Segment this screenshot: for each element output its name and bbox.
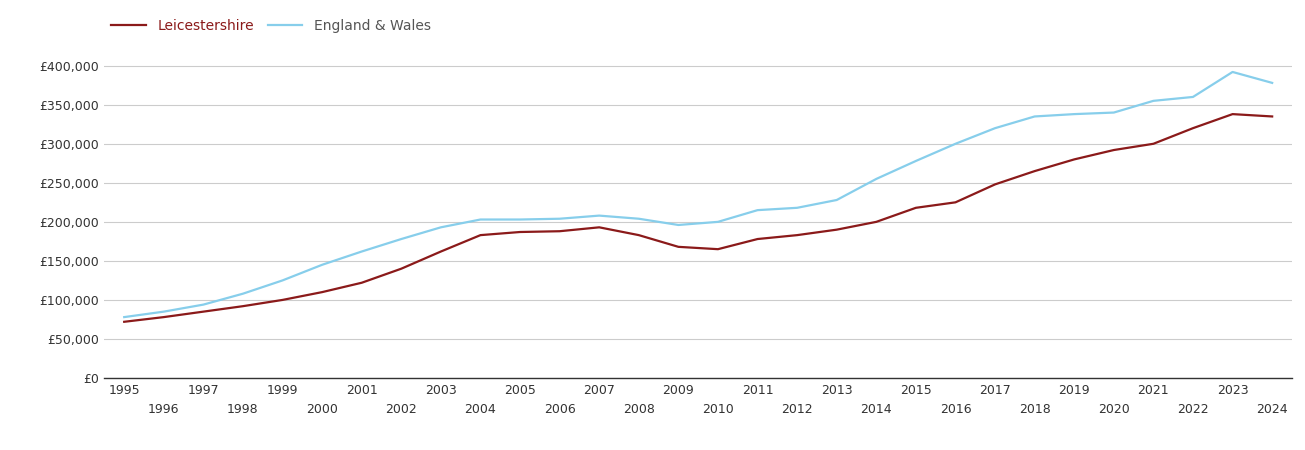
England & Wales — [393, 236, 408, 242]
England & Wales — [868, 176, 883, 182]
Text: 2012: 2012 — [782, 403, 813, 416]
Text: 2022: 2022 — [1177, 403, 1208, 416]
Leicestershire — [908, 205, 924, 211]
Leicestershire — [512, 230, 527, 235]
Text: 2018: 2018 — [1019, 403, 1051, 416]
England & Wales — [433, 225, 449, 230]
England & Wales — [315, 262, 330, 267]
England & Wales — [790, 205, 805, 211]
Leicestershire — [1066, 157, 1082, 162]
England & Wales — [1146, 98, 1161, 104]
Line: England & Wales: England & Wales — [124, 72, 1272, 317]
Leicestershire — [868, 219, 883, 225]
England & Wales — [196, 302, 211, 307]
Leicestershire — [632, 233, 647, 238]
England & Wales — [1185, 94, 1201, 99]
Text: 2016: 2016 — [940, 403, 971, 416]
Leicestershire — [235, 303, 251, 309]
England & Wales — [235, 291, 251, 297]
Line: Leicestershire: Leicestershire — [124, 114, 1272, 322]
Text: 1996: 1996 — [147, 403, 180, 416]
England & Wales — [710, 219, 726, 225]
England & Wales — [275, 278, 291, 283]
England & Wales — [947, 141, 963, 147]
England & Wales — [1224, 69, 1240, 75]
Leicestershire — [1185, 126, 1201, 131]
England & Wales — [1265, 80, 1280, 86]
Leicestershire — [393, 266, 408, 271]
England & Wales — [988, 126, 1004, 131]
Leicestershire — [472, 233, 488, 238]
England & Wales — [116, 315, 132, 320]
Leicestershire — [275, 297, 291, 303]
Leicestershire — [354, 280, 369, 285]
England & Wales — [1066, 112, 1082, 117]
Leicestershire — [196, 309, 211, 315]
England & Wales — [472, 217, 488, 222]
England & Wales — [632, 216, 647, 221]
Leicestershire — [749, 236, 765, 242]
England & Wales — [155, 309, 171, 315]
Leicestershire — [947, 200, 963, 205]
Leicestershire — [1105, 147, 1121, 153]
England & Wales — [591, 213, 607, 218]
Leicestershire — [155, 315, 171, 320]
Leicestershire — [591, 225, 607, 230]
Text: 2000: 2000 — [307, 403, 338, 416]
Leicestershire — [315, 289, 330, 295]
Text: 2004: 2004 — [465, 403, 496, 416]
Leicestershire — [433, 249, 449, 254]
Text: 2024: 2024 — [1257, 403, 1288, 416]
England & Wales — [1105, 110, 1121, 115]
Leicestershire — [552, 229, 568, 234]
England & Wales — [552, 216, 568, 221]
Leicestershire — [671, 244, 686, 250]
Leicestershire — [1224, 112, 1240, 117]
England & Wales — [749, 207, 765, 213]
Legend: Leicestershire, England & Wales: Leicestershire, England & Wales — [111, 19, 431, 33]
Leicestershire — [1027, 168, 1043, 174]
Leicestershire — [116, 319, 132, 324]
Leicestershire — [1265, 114, 1280, 119]
Text: 1998: 1998 — [227, 403, 258, 416]
England & Wales — [829, 197, 844, 202]
Text: 2002: 2002 — [385, 403, 418, 416]
Text: 2008: 2008 — [622, 403, 655, 416]
Text: 2014: 2014 — [860, 403, 893, 416]
England & Wales — [671, 222, 686, 228]
Leicestershire — [1146, 141, 1161, 147]
Leicestershire — [829, 227, 844, 232]
England & Wales — [512, 217, 527, 222]
England & Wales — [1027, 114, 1043, 119]
England & Wales — [354, 249, 369, 254]
England & Wales — [908, 158, 924, 164]
Text: 2010: 2010 — [702, 403, 733, 416]
Text: 2020: 2020 — [1098, 403, 1130, 416]
Text: 2006: 2006 — [544, 403, 576, 416]
Leicestershire — [790, 233, 805, 238]
Leicestershire — [710, 247, 726, 252]
Leicestershire — [988, 182, 1004, 187]
